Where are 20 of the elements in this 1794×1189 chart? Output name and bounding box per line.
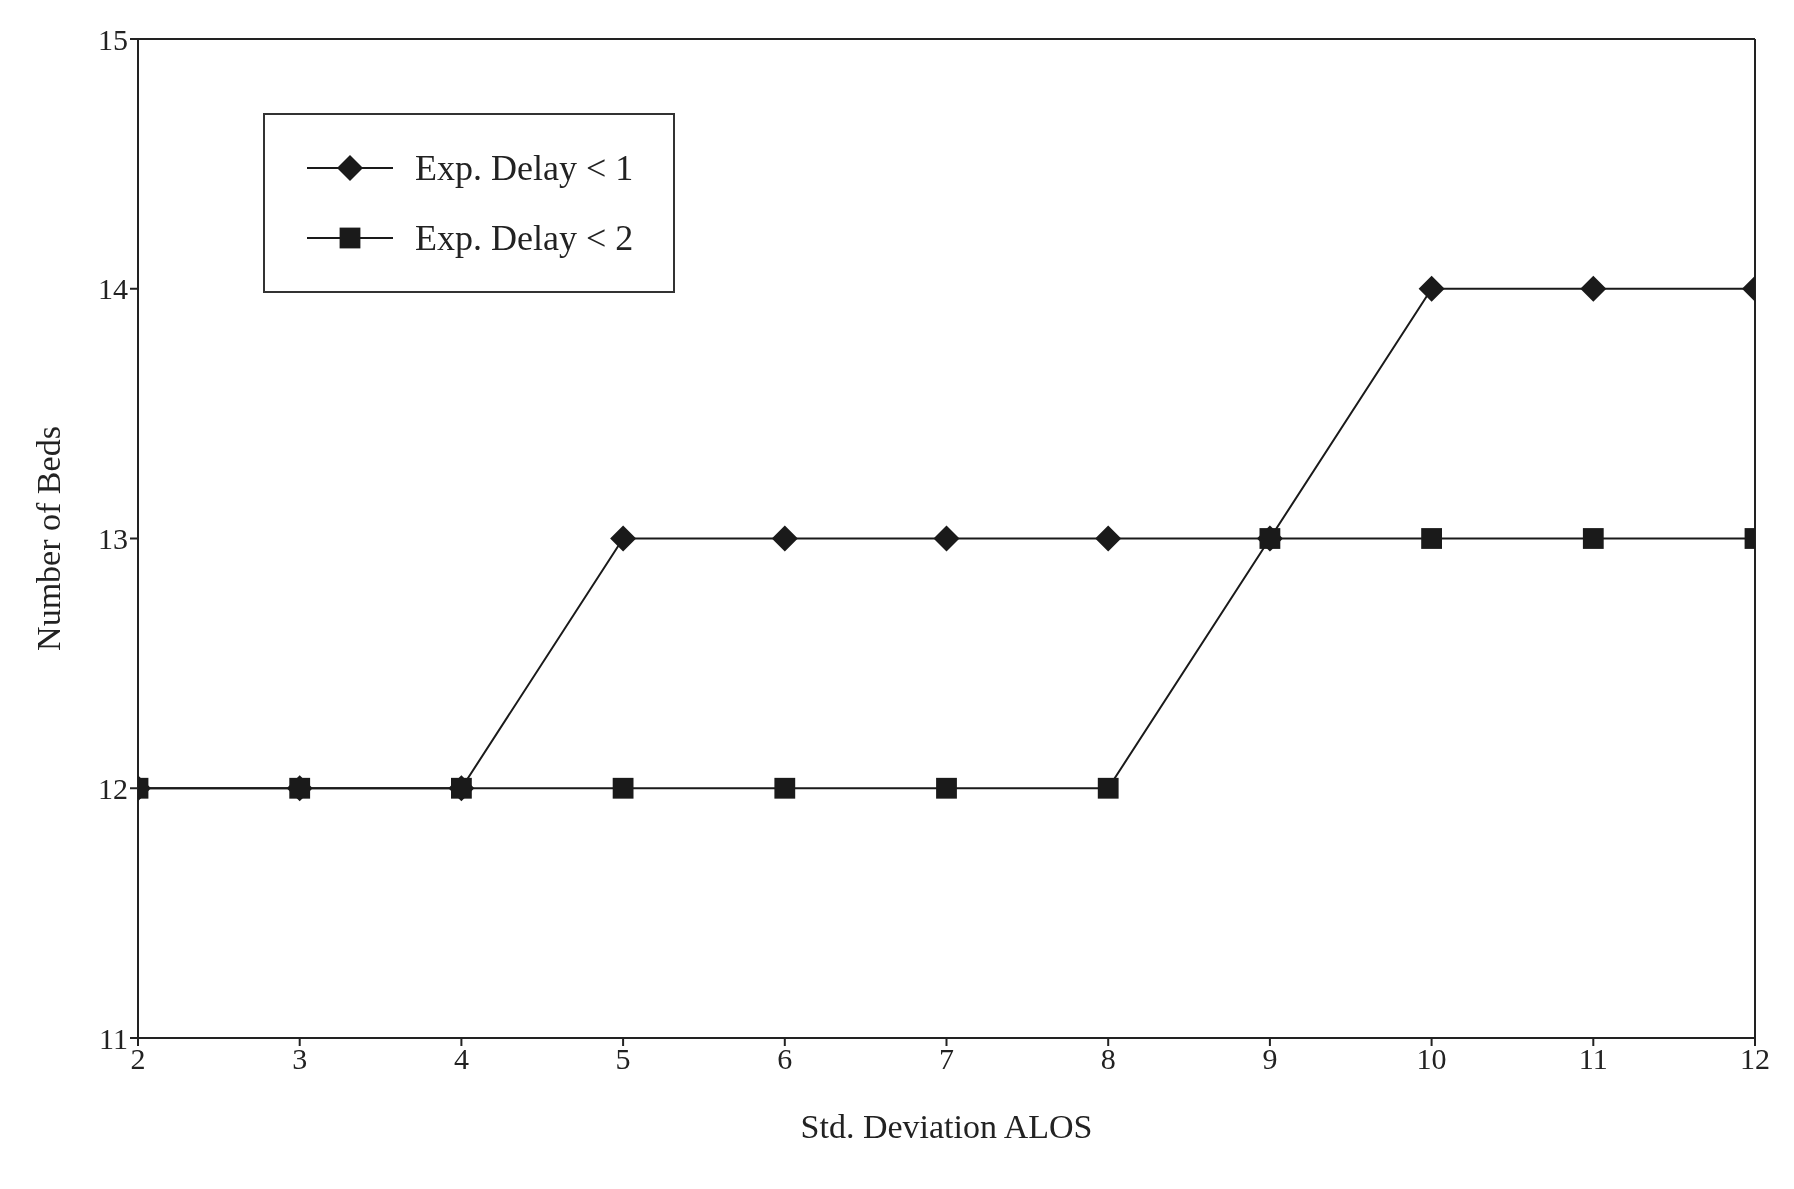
x-tick-label: 2: [130, 1042, 146, 1076]
x-tick-label: 12: [1740, 1042, 1770, 1076]
x-tick-label: 9: [1262, 1042, 1278, 1076]
y-tick-label: 12: [98, 771, 128, 805]
y-axis-title: Number of Beds: [30, 426, 68, 651]
x-tick-label: 10: [1416, 1042, 1447, 1076]
legend-label: Exp. Delay < 2: [415, 217, 634, 259]
y-tick-label: 15: [98, 22, 128, 56]
legend-label: Exp. Delay < 1: [415, 147, 634, 189]
y-tick-label: 13: [98, 522, 128, 556]
x-tick-label: 5: [615, 1042, 631, 1076]
x-tick-label: 8: [1100, 1042, 1116, 1076]
x-tick-label: 11: [1578, 1042, 1608, 1076]
x-tick-label: 6: [777, 1042, 793, 1076]
y-tick-label: 11: [99, 1021, 128, 1055]
y-tick-label: 14: [98, 272, 128, 306]
x-tick-label: 4: [453, 1042, 469, 1076]
x-axis-title: Std. Deviation ALOS: [800, 1108, 1093, 1145]
x-tick-label: 3: [292, 1042, 308, 1076]
x-tick-label: 7: [939, 1042, 954, 1076]
